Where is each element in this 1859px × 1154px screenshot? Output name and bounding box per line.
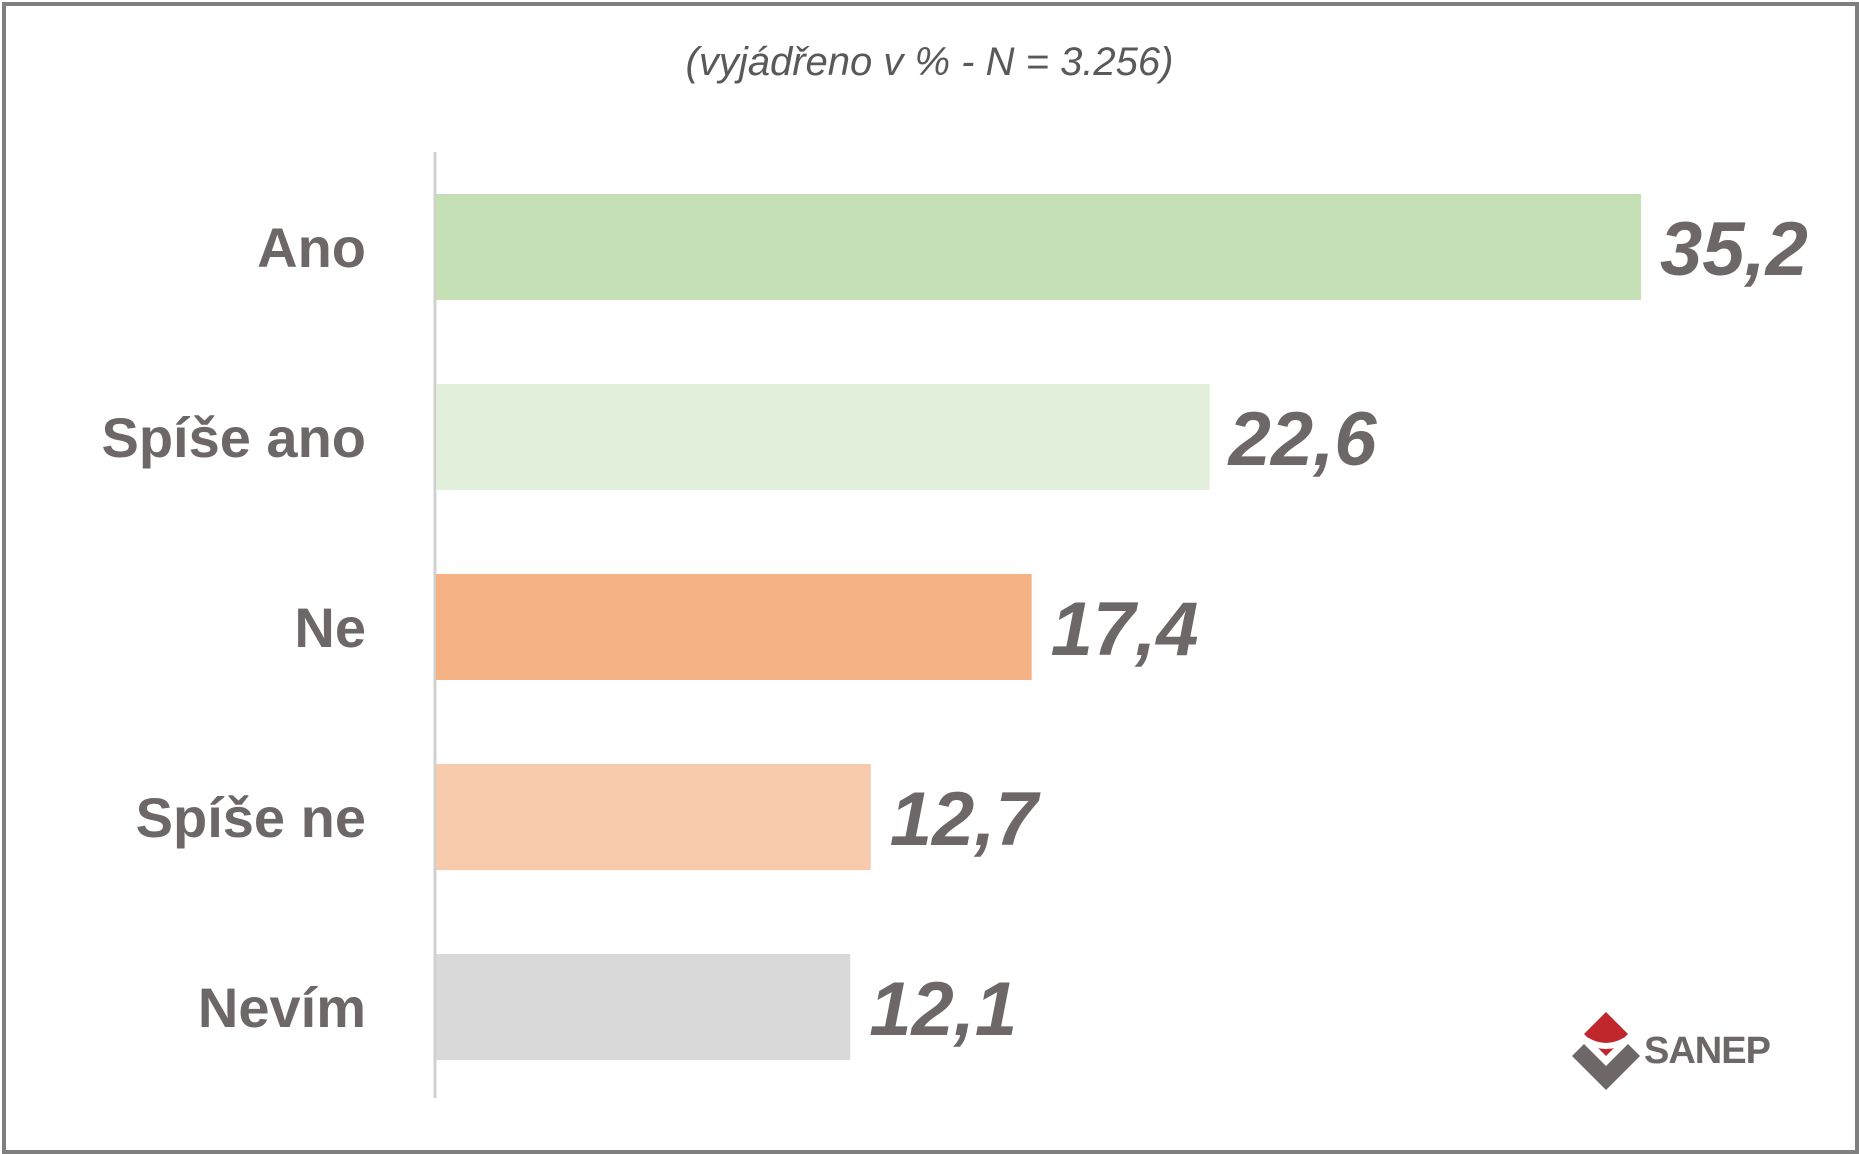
chart-subtitle: (vyjádřeno v % - N = 3.256) xyxy=(685,40,1174,84)
value-label-2: 17,4 xyxy=(1051,587,1199,672)
value-label-0: 35,2 xyxy=(1660,207,1808,292)
sanep-logo: SANEP xyxy=(1566,1010,1806,1090)
value-label-1: 22,6 xyxy=(1227,397,1378,482)
value-label-4: 12,1 xyxy=(869,967,1017,1052)
value-label-3: 12,7 xyxy=(890,777,1042,862)
bar-4 xyxy=(436,954,851,1060)
bar-0 xyxy=(436,194,1641,300)
logo-text: SANEP xyxy=(1644,1030,1771,1072)
category-label-2: Ne xyxy=(294,596,366,659)
category-label-1: Spíše ano xyxy=(101,406,366,469)
sanep-diamond-logo-icon xyxy=(1572,1012,1640,1090)
category-label-0: Ano xyxy=(257,216,366,279)
bar-2 xyxy=(436,574,1032,680)
bar-1 xyxy=(436,384,1210,490)
category-label-4: Nevím xyxy=(198,976,366,1039)
category-label-3: Spíše ne xyxy=(136,786,366,849)
bar-3 xyxy=(436,764,871,870)
